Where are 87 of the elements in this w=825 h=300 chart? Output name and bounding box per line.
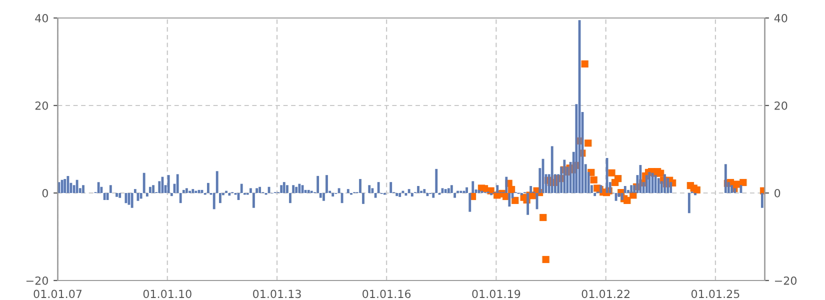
bar	[417, 186, 420, 193]
bar	[316, 176, 320, 193]
bar	[396, 193, 398, 196]
bar	[192, 189, 194, 193]
bar	[134, 189, 136, 193]
bar	[298, 184, 301, 193]
bar	[170, 193, 173, 196]
bar	[282, 182, 286, 193]
bar	[368, 185, 371, 193]
bar	[280, 185, 283, 193]
bar	[307, 190, 310, 193]
x-tick-label: 01.01.10	[143, 290, 192, 298]
bar	[140, 193, 142, 199]
y-tick-label: 0	[42, 188, 48, 198]
bar	[148, 186, 152, 193]
bar	[219, 193, 222, 204]
bar	[435, 168, 438, 193]
bar	[292, 185, 295, 193]
bar	[212, 193, 216, 210]
bar	[289, 193, 292, 204]
bar	[374, 193, 377, 198]
bar	[158, 181, 161, 193]
bar	[116, 193, 118, 197]
bar	[176, 174, 179, 193]
bar	[109, 185, 112, 193]
bar	[326, 175, 328, 193]
bar	[250, 188, 252, 193]
y-tick-label: 40	[35, 14, 48, 22]
bar	[106, 193, 109, 200]
bar	[130, 193, 134, 208]
bar	[398, 193, 402, 197]
bar	[466, 187, 468, 193]
bar	[670, 182, 672, 193]
bar	[319, 193, 322, 198]
x-tick-label: 01.01.16	[362, 290, 411, 298]
bar	[371, 188, 374, 193]
bar	[118, 193, 122, 198]
x-tick-label: 01.01.22	[582, 290, 630, 298]
x-tick-label: 01.01.07	[34, 290, 82, 298]
bar	[256, 188, 258, 193]
bar	[182, 190, 185, 193]
bar	[408, 189, 410, 193]
bar	[688, 193, 690, 214]
bar	[216, 171, 218, 193]
bar	[410, 193, 414, 196]
bar	[444, 189, 447, 193]
bar	[286, 185, 288, 193]
bar	[103, 193, 106, 200]
y2-tick-label: 20	[774, 101, 788, 110]
bar	[179, 193, 182, 204]
bar	[594, 193, 596, 196]
bar	[359, 179, 362, 193]
y-tick-label: 20	[35, 101, 48, 110]
y-tick-label: −20	[26, 276, 48, 285]
bar	[377, 182, 380, 193]
bar	[142, 172, 146, 193]
bar	[240, 184, 243, 193]
bar	[258, 186, 262, 193]
x-tick-label: 01.01.13	[253, 290, 301, 298]
x-tick-label: 01.01.25	[691, 290, 740, 298]
bar	[60, 180, 64, 193]
bar	[432, 193, 435, 198]
bar	[447, 188, 450, 193]
bar	[146, 193, 148, 196]
bar	[97, 182, 100, 193]
bar	[362, 193, 364, 204]
bar	[322, 193, 325, 201]
bar	[454, 193, 456, 198]
bar	[346, 189, 350, 193]
bar	[332, 193, 334, 196]
bar	[167, 175, 170, 193]
bar	[390, 182, 392, 193]
x-tick-label: 01.01.19	[472, 290, 520, 298]
bar	[450, 185, 453, 193]
y2-tick-label: −20	[774, 276, 797, 285]
bar	[228, 193, 231, 196]
bar	[76, 180, 78, 193]
bar	[82, 185, 84, 193]
bar	[252, 193, 255, 208]
bar	[185, 188, 188, 193]
bar	[423, 189, 426, 193]
y2-tick-label: 40	[774, 14, 788, 22]
bar	[152, 185, 154, 193]
bar	[206, 182, 210, 193]
bar	[295, 186, 298, 193]
y2-tick-label: 0	[774, 188, 780, 198]
bar	[64, 179, 66, 193]
